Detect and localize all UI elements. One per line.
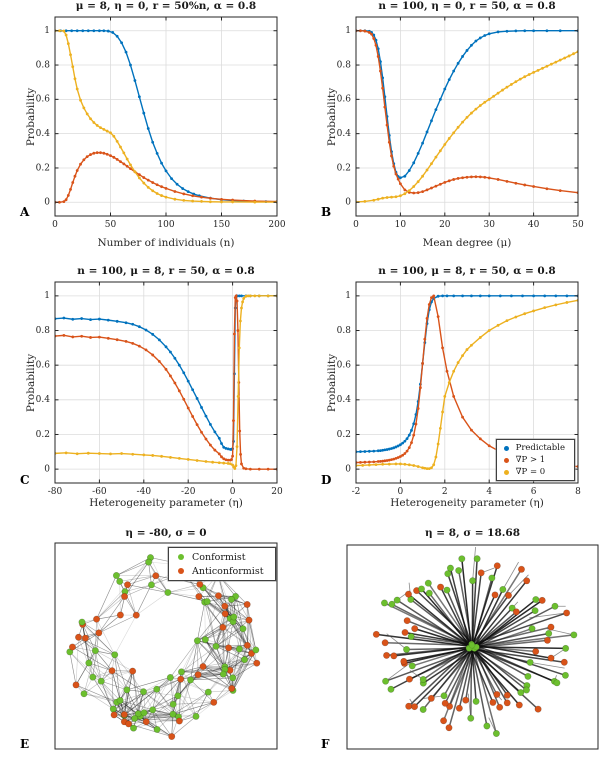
- legend-item-label: ∇P = 0: [515, 467, 546, 477]
- y-axis-label-b: Probability: [326, 87, 338, 147]
- legend-marker-dot: [503, 445, 509, 451]
- panel-letter-d: D: [321, 473, 332, 487]
- chart-title-a: μ = 8, η = 0, r = 50%n, α = 0.8: [75, 0, 257, 12]
- x-axis-label-c: Heterogeneity parameter (η): [89, 497, 243, 509]
- panel-letter-a: A: [20, 205, 30, 219]
- chart-title-e: η = -80, σ = 0: [125, 527, 207, 539]
- x-axis-label-d: Heterogeneity parameter (η): [390, 497, 544, 509]
- chart-title-d: n = 100, μ = 8, r = 50, α = 0.8: [378, 265, 556, 277]
- y-axis-label-c: Probability: [25, 353, 37, 413]
- legend-item: Conformist: [176, 550, 266, 564]
- panel-b: n = 100, η = 0, r = 50, α = 0.8 Probabil…: [301, 0, 602, 253]
- panel-c: n = 100, μ = 8, r = 50, α = 0.8 Probabil…: [0, 255, 301, 513]
- y-axis-label-d: Probability: [326, 353, 338, 413]
- x-axis-label-b: Mean degree (μ): [422, 237, 512, 249]
- legend-item-label: Conformist: [192, 551, 246, 563]
- legend-marker-dot: [178, 554, 184, 560]
- legend-item: ∇P = 0: [502, 466, 567, 478]
- legend-item: Anticonformist: [176, 564, 266, 578]
- chart-canvas-c: [0, 255, 301, 513]
- y-axis-label-a: Probability: [25, 87, 37, 147]
- legend-marker-dot: [503, 469, 509, 475]
- chart-canvas-a: [0, 0, 301, 253]
- panel-f: η = 8, σ = 18.68 F: [301, 513, 602, 760]
- panel-letter-e: E: [20, 737, 30, 751]
- chart-title-b: n = 100, η = 0, r = 50, α = 0.8: [378, 0, 556, 12]
- legend-item: Predictable: [502, 442, 567, 454]
- x-axis-label-a: Number of individuals (n): [97, 237, 235, 249]
- legend-item-label: ∇P > 1: [515, 455, 546, 465]
- network-canvas-f: [301, 513, 602, 760]
- legend: Conformist Anticonformist: [168, 547, 276, 581]
- panel-e: η = -80, σ = 0 E Conformist Anticonformi…: [0, 513, 301, 760]
- legend: Predictable ∇P > 1 ∇P = 0: [495, 439, 575, 481]
- panel-letter-b: B: [321, 205, 332, 219]
- chart-title-c: n = 100, μ = 8, r = 50, α = 0.8: [77, 265, 255, 277]
- panel-a: μ = 8, η = 0, r = 50%n, α = 0.8 Probabil…: [0, 0, 301, 253]
- legend-marker-dot: [503, 457, 509, 463]
- panel-letter-f: F: [321, 737, 330, 751]
- panel-letter-c: C: [20, 473, 30, 487]
- chart-title-f: η = 8, σ = 18.68: [424, 527, 521, 539]
- panel-d: n = 100, μ = 8, r = 50, α = 0.8 Probabil…: [301, 255, 602, 513]
- legend-marker-dot: [178, 568, 184, 574]
- legend-item: ∇P > 1: [502, 454, 567, 466]
- legend-item-label: Predictable: [515, 443, 565, 453]
- legend-item-label: Anticonformist: [192, 565, 264, 577]
- chart-canvas-b: [301, 0, 602, 253]
